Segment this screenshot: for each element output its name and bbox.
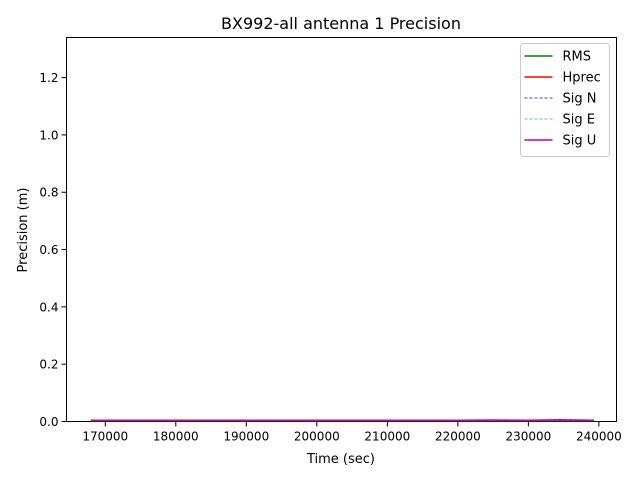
legend-label: Sig E — [563, 113, 595, 128]
y-tick-label: 0.4 — [39, 300, 58, 314]
y-tick-label: 1.2 — [39, 71, 58, 85]
x-tick-label: 170000 — [82, 430, 128, 444]
x-tick-label: 220000 — [435, 430, 481, 444]
x-tick-label: 180000 — [153, 430, 199, 444]
x-tick-label: 190000 — [223, 430, 269, 444]
y-tick-label: 0.6 — [39, 243, 58, 257]
series-line-sig-u — [91, 418, 594, 422]
y-axis-label: Precision (m) — [16, 188, 31, 273]
x-axis-label: Time (sec) — [306, 452, 375, 467]
x-tick-label: 230000 — [505, 430, 551, 444]
x-axis: 170000 180000 190000 200000 210000 220000 2300… — [82, 421, 622, 444]
legend-label: RMS — [563, 50, 592, 65]
legend-frame — [520, 43, 610, 157]
x-tick-label: 210000 — [364, 430, 410, 444]
legend-label: Sig N — [563, 92, 597, 107]
x-tick-label: 200000 — [294, 430, 340, 444]
y-tick-label: 0.8 — [39, 186, 58, 200]
series-layer — [91, 418, 594, 422]
plot-frame — [66, 37, 617, 422]
y-tick-label: 0.2 — [39, 358, 58, 372]
x-tick-label: 240000 — [576, 430, 622, 444]
chart-title: BX992-all antenna 1 Precision — [221, 14, 461, 33]
y-tick-label: 1.0 — [39, 128, 58, 142]
legend-label: Hprec — [563, 71, 601, 86]
legend: RMS Hprec Sig N Sig E Sig U — [520, 43, 610, 157]
y-axis: 0.0 0.2 0.4 0.6 0.8 1.0 1.2 — [39, 71, 67, 429]
y-tick-label: 0.0 — [39, 415, 58, 429]
legend-label: Sig U — [563, 134, 597, 149]
plot-area — [66, 37, 617, 422]
